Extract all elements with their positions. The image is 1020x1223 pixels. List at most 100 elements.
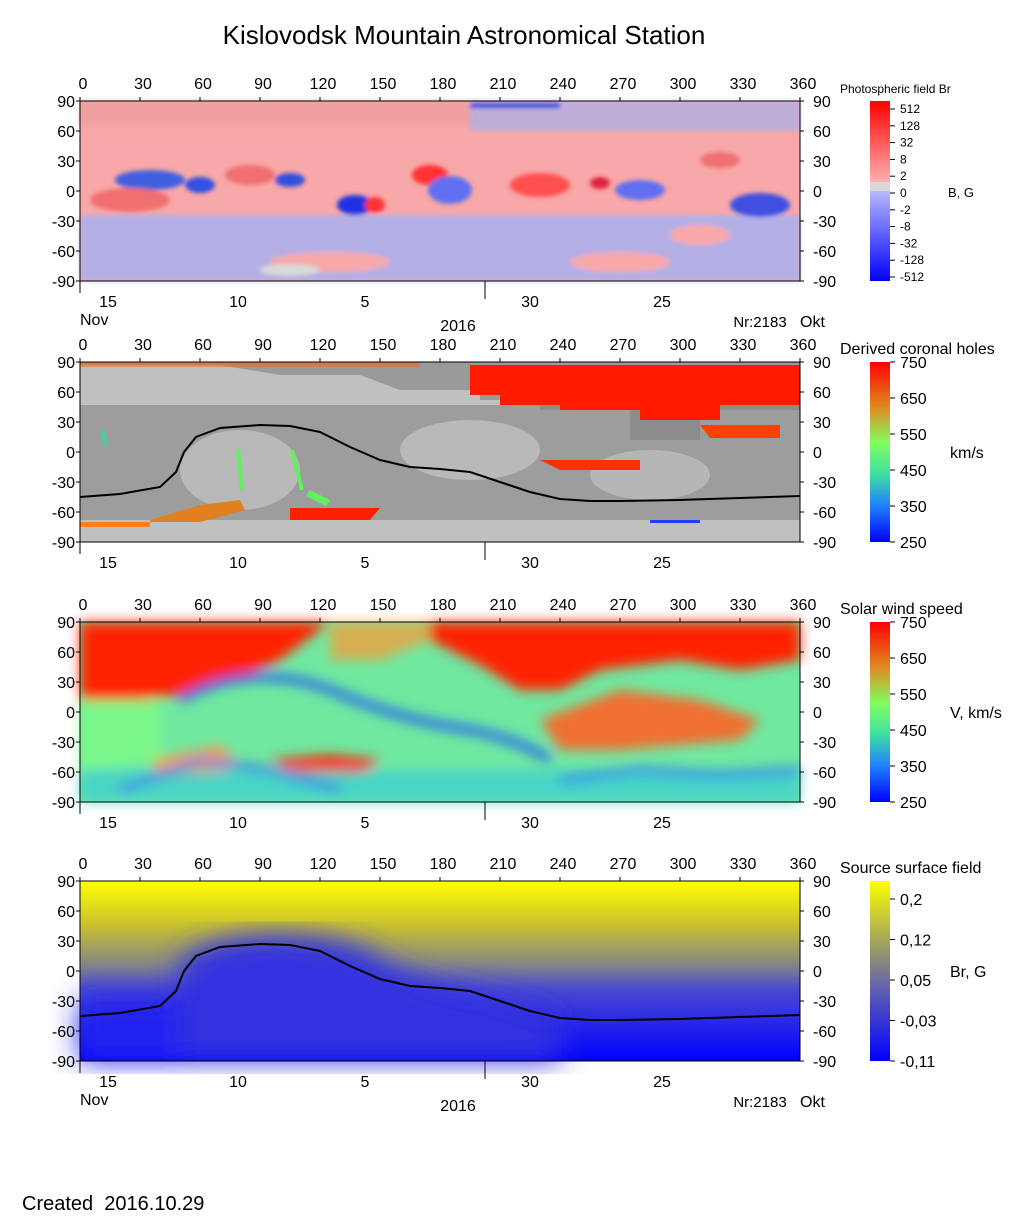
- y-tick-label-left: -90: [52, 535, 75, 552]
- y-tick-label-left: 30: [57, 415, 75, 432]
- colorbar-tick-label: 0,05: [900, 973, 931, 990]
- x-tick-label: 210: [490, 856, 517, 873]
- y-tick-label-left: 30: [57, 934, 75, 951]
- x-tick-label: 120: [310, 597, 337, 614]
- colorbar-unit-label: Br, G: [950, 964, 986, 981]
- y-tick-label-right: -30: [813, 735, 836, 752]
- x-tick-label: 180: [430, 856, 457, 873]
- date-tick-label: 25: [653, 815, 671, 832]
- y-tick-label-left: -30: [52, 475, 75, 492]
- y-tick-label-right: -90: [813, 274, 836, 291]
- colorbar-tick-label: 0,2: [900, 892, 922, 909]
- source-surface-panel: [80, 881, 800, 1061]
- x-tick-label: 360: [790, 597, 817, 614]
- x-tick-label: 360: [790, 76, 817, 93]
- x-tick-label: 330: [730, 856, 757, 873]
- colorbar-tick-label: 250: [900, 535, 927, 552]
- colorbar-title: Photospheric field Br: [840, 82, 951, 96]
- y-tick-label-left: 60: [57, 904, 75, 921]
- y-tick-label-right: 30: [813, 675, 831, 692]
- month-right-label: Okt: [800, 1094, 825, 1111]
- x-tick-label: 90: [254, 76, 272, 93]
- x-tick-label: 210: [490, 337, 517, 354]
- y-tick-label-left: 30: [57, 154, 75, 171]
- x-tick-label: 270: [610, 337, 637, 354]
- date-tick-label: 10: [229, 1074, 247, 1091]
- x-tick-label: 330: [730, 597, 757, 614]
- date-tick-label: 25: [653, 555, 671, 572]
- colorbar-tick-label: 750: [900, 355, 927, 372]
- x-tick-label: 360: [790, 337, 817, 354]
- solar-wind-texture: [80, 622, 801, 802]
- colorbar-tick-label: 0: [900, 186, 907, 200]
- y-tick-label-right: -90: [813, 535, 836, 552]
- colorbar: [870, 362, 890, 542]
- x-tick-label: 240: [550, 76, 577, 93]
- y-tick-label-left: 0: [66, 964, 75, 981]
- y-tick-label-right: 0: [813, 184, 822, 201]
- y-tick-label-right: -90: [813, 795, 836, 812]
- x-tick-label: 150: [370, 337, 397, 354]
- x-tick-label: 180: [430, 337, 457, 354]
- y-tick-label-right: -60: [813, 1024, 836, 1041]
- x-tick-label: 30: [134, 337, 152, 354]
- rotation-number-label: Nr:2183: [733, 1094, 786, 1111]
- date-tick-label: 5: [361, 1074, 370, 1091]
- y-tick-label-right: 60: [813, 904, 831, 921]
- y-tick-label-right: 60: [813, 385, 831, 402]
- y-tick-label-right: 90: [813, 615, 831, 632]
- y-tick-label-left: 90: [57, 355, 75, 372]
- y-tick-label-left: 90: [57, 94, 75, 111]
- colorbar-tick-label: -0,03: [900, 1014, 937, 1031]
- colorbar-tick-label: -128: [900, 253, 924, 267]
- date-tick-label: 5: [361, 815, 370, 832]
- x-tick-label: 300: [670, 337, 697, 354]
- x-tick-label: 240: [550, 597, 577, 614]
- x-tick-label: 330: [730, 76, 757, 93]
- y-tick-label-right: 0: [813, 964, 822, 981]
- photospheric-field-texture: [80, 101, 800, 281]
- x-tick-label: 330: [730, 337, 757, 354]
- y-tick-label-left: -60: [52, 765, 75, 782]
- y-tick-label-right: 60: [813, 124, 831, 141]
- year-label: 2016: [440, 1098, 476, 1115]
- colorbar-tick-label: -8: [900, 220, 911, 234]
- colorbar-tick-label: -2: [900, 203, 911, 217]
- colorbar-title: Solar wind speed: [840, 601, 963, 618]
- y-tick-label-right: -60: [813, 505, 836, 522]
- x-tick-label: 210: [490, 597, 517, 614]
- y-tick-label-right: 90: [813, 94, 831, 111]
- x-tick-label: 300: [670, 856, 697, 873]
- x-tick-label: 270: [610, 856, 637, 873]
- x-tick-label: 120: [310, 76, 337, 93]
- date-tick-label: 15: [99, 294, 117, 311]
- colorbar-title: Source surface field: [840, 860, 981, 877]
- x-tick-label: 30: [134, 597, 152, 614]
- colorbar-unit-label: B, G: [948, 185, 974, 200]
- created-stamp: Created 2016.10.29: [22, 1193, 204, 1216]
- colorbar-tick-label: 650: [900, 391, 927, 408]
- colorbar-unit-label: V, km/s: [950, 705, 1002, 722]
- colorbar-tick-label: 250: [900, 795, 927, 812]
- y-tick-label-right: -90: [813, 1054, 836, 1071]
- x-tick-label: 120: [310, 856, 337, 873]
- x-tick-label: 270: [610, 597, 637, 614]
- month-left-label: Nov: [80, 1092, 108, 1109]
- colorbar-tick-label: 450: [900, 723, 927, 740]
- y-tick-label-right: -60: [813, 244, 836, 261]
- date-tick-label: 5: [361, 555, 370, 572]
- colorbar-tick-label: 650: [900, 651, 927, 668]
- month-left-label: Nov: [80, 312, 108, 329]
- date-tick-label: 30: [521, 294, 539, 311]
- x-tick-label: 270: [610, 76, 637, 93]
- y-tick-label-right: -60: [813, 765, 836, 782]
- y-tick-label-left: 0: [66, 445, 75, 462]
- x-tick-label: 240: [550, 337, 577, 354]
- colorbar-tick-label: -32: [900, 236, 918, 250]
- y-tick-label-right: 30: [813, 154, 831, 171]
- colorbar-tick-label: 512: [900, 102, 920, 116]
- colorbar-tick-label: 8: [900, 152, 907, 166]
- x-tick-label: 210: [490, 76, 517, 93]
- y-tick-label-left: -30: [52, 735, 75, 752]
